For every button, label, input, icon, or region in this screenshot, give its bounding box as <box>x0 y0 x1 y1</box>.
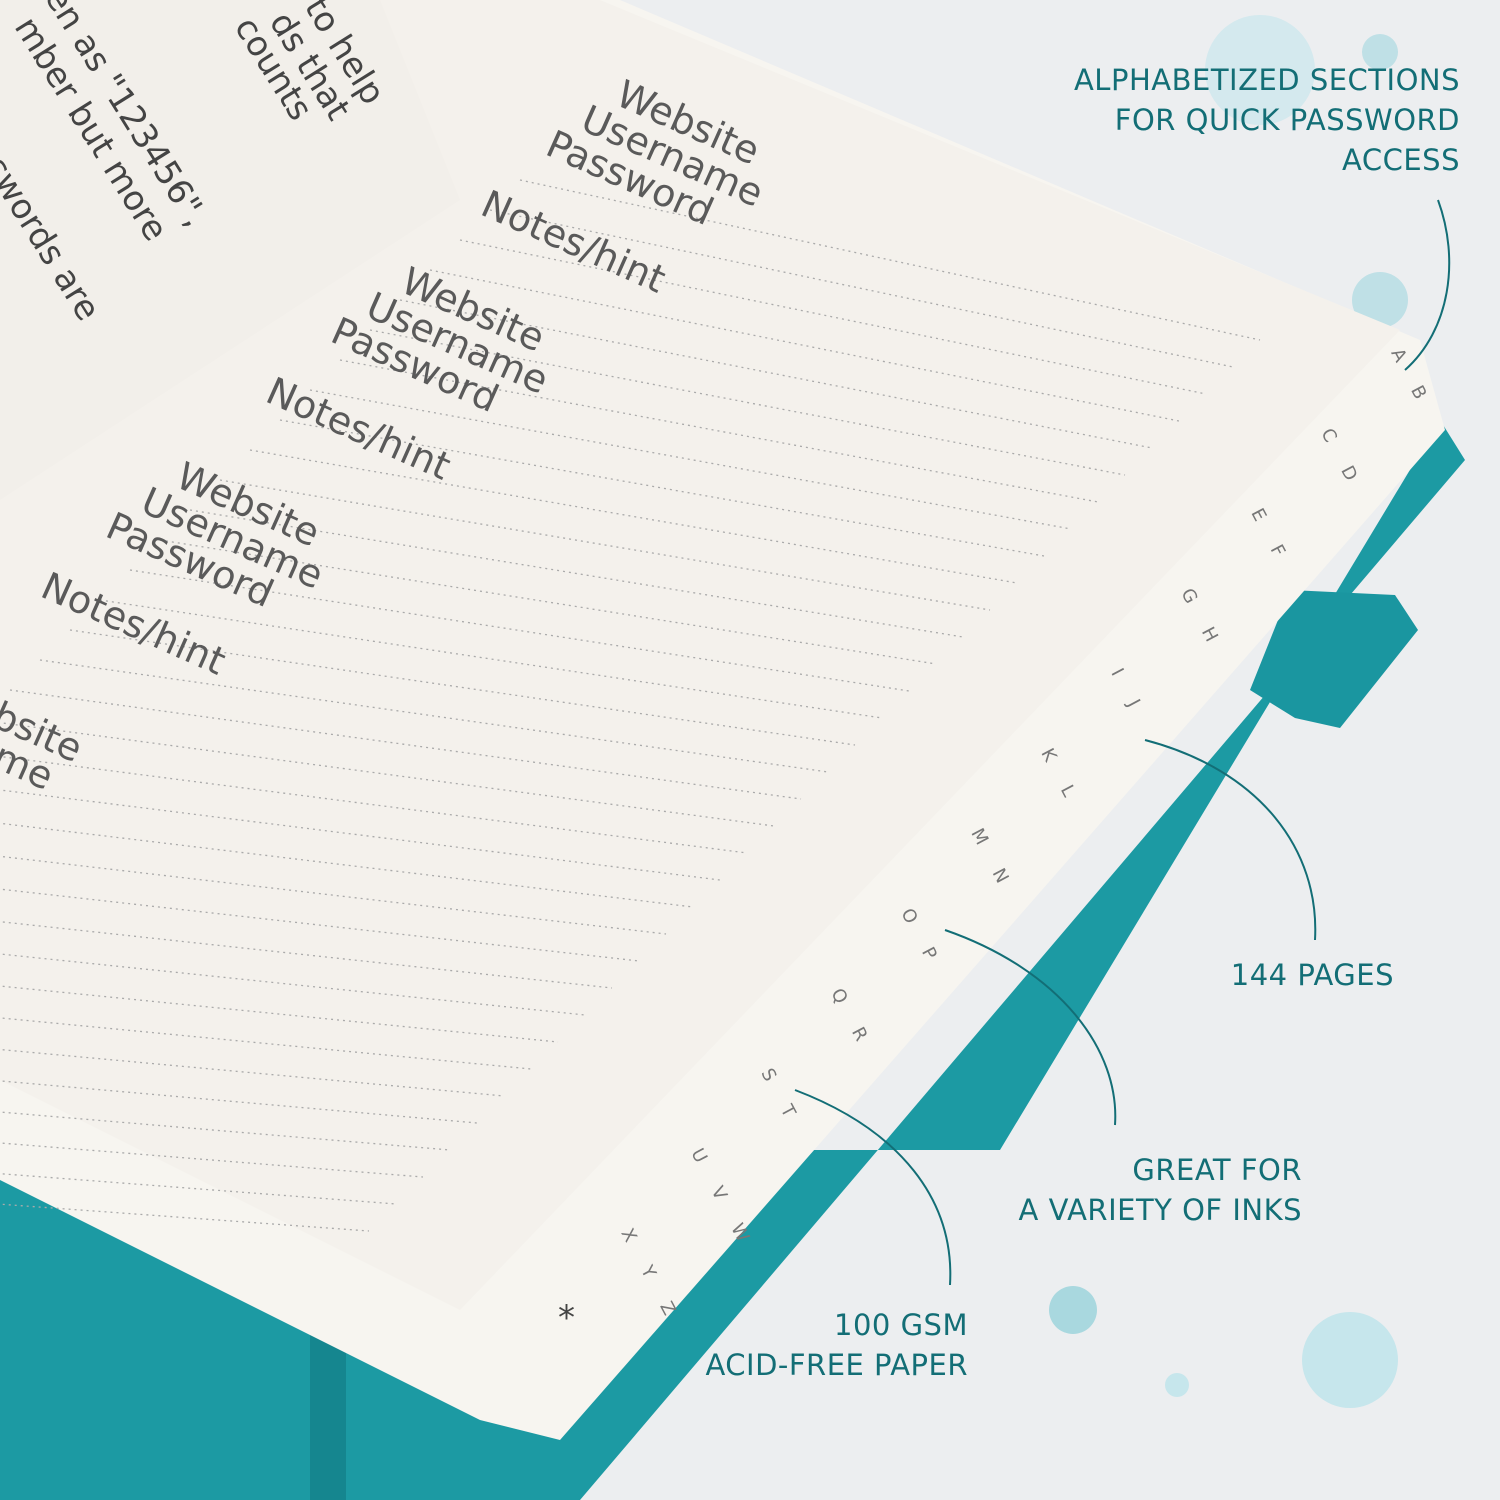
dotted-line <box>0 985 559 1043</box>
dotted-line <box>519 179 1261 341</box>
bubble <box>1352 272 1408 328</box>
callout-text: A VARIETY OF INKS <box>1018 1193 1302 1227</box>
callout-text: ACID-FREE PAPER <box>705 1348 968 1382</box>
callout-text: FOR QUICK PASSWORD <box>1114 103 1460 137</box>
dotted-line <box>69 629 856 746</box>
callout-text: 144 PAGES <box>1230 958 1394 992</box>
right-page <box>0 0 1400 1310</box>
bubble <box>1362 34 1398 70</box>
elastic-band <box>1250 590 1418 728</box>
callout-text: ACCESS <box>1342 143 1460 177</box>
dotted-line <box>0 888 640 962</box>
dotted-line <box>39 659 829 773</box>
dotted-line <box>9 689 802 800</box>
dotted-line <box>0 755 748 854</box>
dotted-line <box>489 209 1234 368</box>
dotted-line <box>369 329 1126 476</box>
bubble <box>1049 1286 1097 1334</box>
dotted-line <box>339 359 1099 503</box>
dotted-line <box>459 239 1207 395</box>
callout-alphabetized: ALPHABETIZED SECTIONS FOR QUICK PASSWORD… <box>1074 60 1460 180</box>
callout-inks: GREAT FOR A VARIETY OF INKS <box>1019 1150 1302 1230</box>
dotted-line <box>399 299 1153 449</box>
bubble <box>1165 1373 1189 1397</box>
alphabet-tab[interactable]: * <box>558 1298 587 1338</box>
callout-text: ALPHABETIZED SECTIONS <box>1073 63 1460 97</box>
dotted-line <box>159 539 937 665</box>
dotted-line <box>0 1142 424 1178</box>
dotted-line <box>0 921 613 989</box>
callout-paper: 100 GSM ACID-FREE PAPER <box>705 1305 968 1385</box>
bubble <box>1302 1312 1398 1408</box>
dotted-lines <box>0 179 1261 1232</box>
dotted-line <box>429 269 1180 422</box>
callout-text: 100 GSM <box>834 1308 968 1342</box>
dotted-line <box>0 1080 478 1124</box>
callout-pages: 144 PAGES <box>1231 955 1394 995</box>
callout-text: GREAT FOR <box>1132 1153 1302 1187</box>
dotted-line <box>0 789 721 881</box>
dotted-line <box>0 953 586 1016</box>
dotted-line <box>249 449 1018 584</box>
bubble <box>1205 15 1315 125</box>
dotted-line <box>219 479 991 611</box>
left-page <box>0 0 460 500</box>
dotted-line <box>189 509 964 638</box>
dotted-line <box>0 722 775 827</box>
